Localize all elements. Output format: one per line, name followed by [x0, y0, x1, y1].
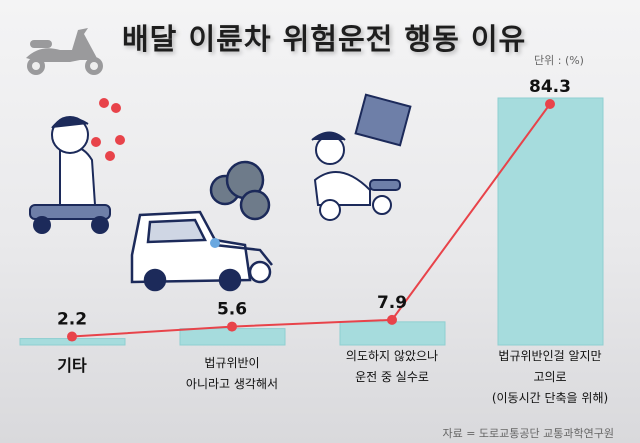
- data-point-3: [387, 314, 397, 325]
- bar-4: [497, 97, 604, 346]
- category-line: 법규위반인걸 알지만: [498, 349, 602, 363]
- crash-car-illustration: [130, 160, 273, 292]
- value-label-4: 84.3: [529, 77, 571, 97]
- falling-rider-illustration: [311, 93, 412, 221]
- data-point-4: [545, 99, 555, 109]
- unit-label: 단위 : (%): [534, 54, 584, 67]
- category-line: 운전 중 실수로: [355, 370, 429, 384]
- trend-line: [71, 103, 551, 338]
- value-label-1: 2.2: [57, 310, 87, 330]
- scooter-icon: [26, 28, 103, 75]
- source-note: 자료 = 도로교통공단 교통과학연구원: [442, 427, 614, 440]
- value-label-3: 7.9: [377, 293, 407, 313]
- category-line: 기타: [57, 356, 87, 375]
- data-point-1: [67, 331, 77, 342]
- juggling-rider-illustration: [29, 98, 125, 234]
- category-line: 고의로: [533, 370, 567, 384]
- data-point-2: [227, 321, 237, 332]
- category-line: 법규위반이: [204, 356, 260, 370]
- chart-title: 배달 이륜차 위험운전 행동 이유: [122, 22, 527, 56]
- bar-3: [339, 321, 446, 346]
- category-label-1: 기타: [0, 355, 152, 376]
- category-line: 의도하지 않았으나: [345, 349, 439, 363]
- category-line: 아니라고 생각해서: [185, 377, 279, 391]
- category-line: (이동시간 단축을 위해): [491, 391, 609, 405]
- value-label-2: 5.6: [217, 300, 247, 320]
